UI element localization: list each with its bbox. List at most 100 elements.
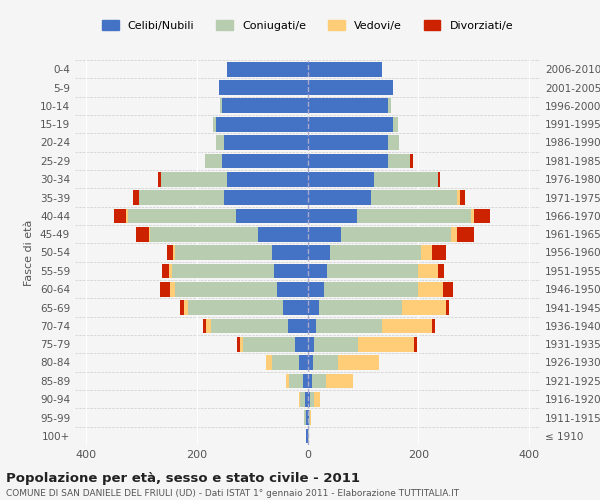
Bar — [327, 264, 418, 278]
Bar — [308, 392, 310, 406]
Bar — [308, 135, 388, 150]
Bar — [240, 337, 243, 351]
Bar — [446, 300, 449, 315]
Bar — [274, 264, 308, 278]
Bar — [304, 410, 306, 425]
Bar — [173, 245, 175, 260]
Bar — [167, 245, 173, 260]
Bar — [150, 227, 257, 242]
Bar — [139, 190, 224, 205]
Bar — [310, 392, 314, 406]
Bar — [432, 318, 435, 333]
Bar — [295, 337, 308, 351]
Bar — [307, 428, 308, 443]
Bar — [115, 208, 127, 223]
Bar — [437, 172, 440, 186]
Bar — [272, 245, 308, 260]
Bar — [308, 98, 388, 113]
Bar — [308, 80, 394, 95]
Bar — [308, 62, 382, 76]
Bar — [169, 264, 172, 278]
Bar — [414, 337, 416, 351]
Bar — [136, 227, 149, 242]
Bar — [272, 355, 299, 370]
Bar — [313, 355, 338, 370]
Bar — [308, 172, 374, 186]
Bar — [299, 355, 308, 370]
Bar — [184, 300, 188, 315]
Bar — [203, 318, 206, 333]
Bar — [211, 318, 288, 333]
Bar — [324, 282, 418, 296]
Bar — [286, 374, 289, 388]
Bar — [172, 264, 274, 278]
Bar — [418, 264, 437, 278]
Bar — [227, 62, 308, 76]
Bar — [308, 117, 394, 132]
Bar — [308, 227, 341, 242]
Y-axis label: Fasce di età: Fasce di età — [25, 220, 34, 286]
Bar — [227, 172, 308, 186]
Bar — [127, 208, 128, 223]
Bar — [394, 117, 398, 132]
Bar — [338, 355, 379, 370]
Bar — [388, 98, 391, 113]
Bar — [220, 98, 221, 113]
Text: Popolazione per età, sesso e stato civile - 2011: Popolazione per età, sesso e stato civil… — [6, 472, 360, 485]
Legend: Celibi/Nubili, Coniugati/e, Vedovi/e, Divorziati/e: Celibi/Nubili, Coniugati/e, Vedovi/e, Di… — [98, 16, 517, 35]
Bar — [310, 410, 311, 425]
Bar — [421, 245, 432, 260]
Bar — [216, 135, 224, 150]
Bar — [308, 355, 313, 370]
Bar — [371, 190, 457, 205]
Bar — [308, 337, 314, 351]
Bar — [306, 410, 308, 425]
Bar — [175, 245, 272, 260]
Bar — [305, 392, 308, 406]
Bar — [374, 172, 437, 186]
Bar — [432, 245, 446, 260]
Bar — [457, 190, 460, 205]
Bar — [341, 227, 451, 242]
Bar — [460, 190, 465, 205]
Bar — [401, 300, 446, 315]
Bar — [308, 190, 371, 205]
Bar — [319, 300, 401, 315]
Bar — [316, 318, 382, 333]
Bar — [301, 392, 305, 406]
Bar — [179, 300, 184, 315]
Bar — [418, 282, 443, 296]
Bar — [224, 135, 308, 150]
Bar — [308, 154, 388, 168]
Bar — [410, 154, 413, 168]
Bar — [382, 318, 432, 333]
Bar — [473, 208, 490, 223]
Bar — [170, 282, 175, 296]
Bar — [308, 374, 312, 388]
Bar — [221, 98, 308, 113]
Bar — [214, 117, 216, 132]
Bar — [471, 208, 473, 223]
Bar — [308, 282, 324, 296]
Bar — [457, 227, 473, 242]
Bar — [314, 392, 320, 406]
Bar — [308, 245, 329, 260]
Bar — [308, 410, 309, 425]
Bar — [133, 190, 139, 205]
Bar — [308, 318, 316, 333]
Bar — [288, 318, 308, 333]
Bar — [329, 245, 421, 260]
Bar — [163, 264, 169, 278]
Bar — [309, 410, 310, 425]
Bar — [451, 227, 457, 242]
Bar — [314, 337, 358, 351]
Bar — [219, 80, 308, 95]
Bar — [388, 135, 399, 150]
Bar — [358, 208, 471, 223]
Bar — [358, 337, 414, 351]
Bar — [236, 208, 308, 223]
Bar — [205, 154, 221, 168]
Bar — [277, 282, 308, 296]
Bar — [206, 318, 211, 333]
Bar — [326, 374, 353, 388]
